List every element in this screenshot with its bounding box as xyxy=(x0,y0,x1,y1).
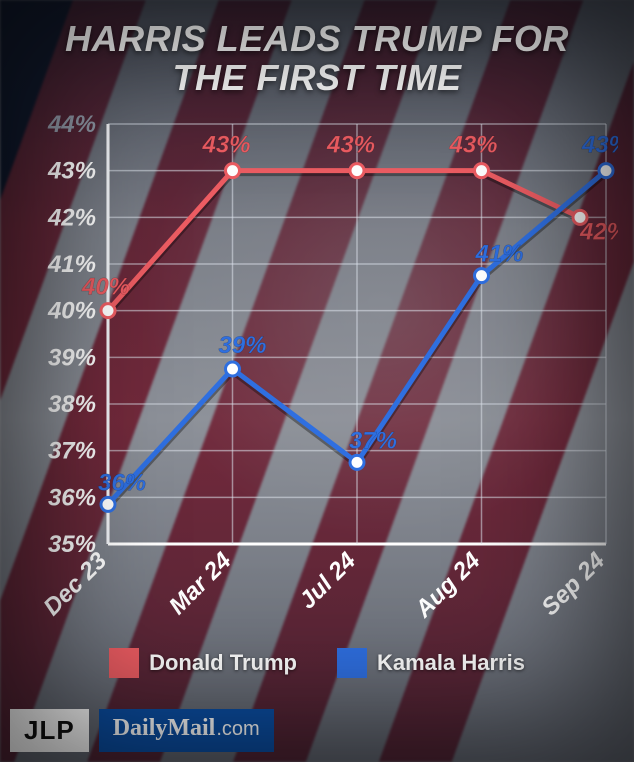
legend: Donald Trump Kamala Harris xyxy=(0,648,634,678)
svg-text:36%: 36% xyxy=(48,484,96,511)
legend-label-trump: Donald Trump xyxy=(149,650,297,676)
svg-text:43%: 43% xyxy=(47,158,96,185)
source-badges: JLP DailyMail.com xyxy=(10,709,274,752)
svg-text:Jul 24: Jul 24 xyxy=(294,547,361,614)
svg-text:42%: 42% xyxy=(47,204,96,231)
svg-text:Sep 24: Sep 24 xyxy=(536,547,610,621)
dailymail-suffix: .com xyxy=(216,718,259,741)
title-line-1: HARRIS LEADS TRUMP FOR xyxy=(65,18,569,59)
chart-title: HARRIS LEADS TRUMP FOR THE FIRST TIME xyxy=(0,20,634,98)
svg-text:43%: 43% xyxy=(326,132,375,159)
legend-swatch-harris xyxy=(337,648,367,678)
dailymail-badge: DailyMail.com xyxy=(99,709,274,752)
svg-text:42%: 42% xyxy=(579,218,618,245)
jlp-text: JLP xyxy=(24,715,75,746)
svg-text:44%: 44% xyxy=(47,112,96,138)
svg-text:43%: 43% xyxy=(201,132,250,159)
svg-text:Mar 24: Mar 24 xyxy=(164,547,237,620)
svg-text:38%: 38% xyxy=(48,391,96,418)
svg-text:43%: 43% xyxy=(581,132,618,159)
legend-swatch-trump xyxy=(109,648,139,678)
svg-text:37%: 37% xyxy=(48,438,96,465)
jlp-badge: JLP xyxy=(10,709,89,752)
svg-text:40%: 40% xyxy=(47,298,96,325)
svg-text:36%: 36% xyxy=(98,469,146,496)
legend-label-harris: Kamala Harris xyxy=(377,650,525,676)
dailymail-text: DailyMail xyxy=(113,715,216,742)
svg-text:39%: 39% xyxy=(48,344,96,371)
poll-line-chart: 44%43%42%41%40%39%38%37%36%35%Dec 23Mar … xyxy=(16,112,618,632)
title-line-2: THE FIRST TIME xyxy=(173,57,462,98)
svg-text:37%: 37% xyxy=(349,427,397,454)
svg-text:Aug 24: Aug 24 xyxy=(409,547,485,623)
svg-text:39%: 39% xyxy=(218,332,266,359)
svg-text:41%: 41% xyxy=(474,241,523,268)
svg-text:43%: 43% xyxy=(448,132,497,159)
svg-text:40%: 40% xyxy=(81,274,130,301)
legend-item-harris: Kamala Harris xyxy=(337,648,525,678)
legend-item-trump: Donald Trump xyxy=(109,648,297,678)
